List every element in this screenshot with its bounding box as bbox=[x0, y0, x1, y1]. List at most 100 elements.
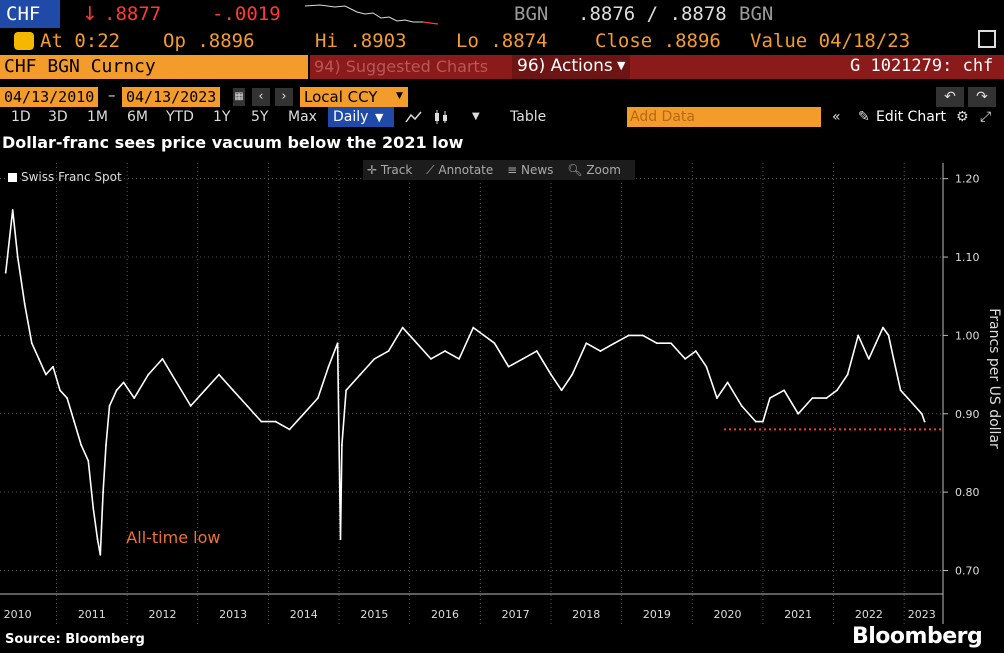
period-5y[interactable]: 5Y bbox=[251, 109, 269, 125]
data-point bbox=[887, 334, 890, 337]
stat-low: Lo .8874 bbox=[456, 30, 548, 52]
data-point bbox=[401, 326, 404, 329]
data-point bbox=[521, 358, 524, 360]
bid-source: BGN bbox=[514, 3, 549, 25]
period-6m[interactable]: 6M bbox=[127, 109, 148, 125]
data-point bbox=[599, 350, 602, 352]
news-tool[interactable]: News bbox=[521, 163, 554, 177]
data-point bbox=[339, 538, 342, 541]
page-id: G 1021279: chf bbox=[850, 56, 994, 76]
data-point bbox=[906, 397, 909, 399]
data-point bbox=[336, 342, 339, 345]
frequency-dropdown-icon: ▼ bbox=[375, 111, 384, 124]
y-tick-label: 0.90 bbox=[955, 408, 980, 421]
data-point bbox=[613, 342, 616, 345]
x-tick-label: 2023 bbox=[908, 608, 936, 621]
suggested-charts-button[interactable]: 94) Suggested Charts bbox=[314, 57, 489, 76]
stats-bar: At 0:22 Op .8896 Hi .8903 Lo .8874 Close… bbox=[0, 28, 1004, 54]
data-point bbox=[507, 365, 510, 368]
data-point bbox=[92, 506, 95, 509]
data-point bbox=[73, 420, 76, 423]
data-point bbox=[175, 381, 178, 384]
data-point bbox=[560, 389, 563, 392]
actions-dropdown-icon: ▼ bbox=[617, 59, 626, 72]
data-point bbox=[232, 389, 235, 392]
currency-select[interactable] bbox=[300, 87, 408, 107]
data-point bbox=[59, 389, 61, 392]
price-change: -.0019 bbox=[212, 3, 281, 25]
add-data-field[interactable] bbox=[627, 107, 821, 127]
y-axis-label: Francs per US dollar bbox=[986, 308, 1002, 449]
chart-type-dropdown-icon[interactable]: ▼ bbox=[472, 111, 480, 122]
table-button[interactable]: Table bbox=[510, 109, 547, 125]
y-tick-label: 1.10 bbox=[955, 251, 980, 264]
data-point bbox=[684, 358, 687, 360]
annotate-tool[interactable]: Annotate bbox=[438, 163, 494, 177]
data-point bbox=[373, 358, 376, 360]
actions-button[interactable]: 96) Actions bbox=[517, 56, 613, 76]
collapse-icon[interactable]: « bbox=[832, 109, 841, 125]
popout-icon[interactable] bbox=[978, 30, 996, 48]
data-point bbox=[705, 365, 708, 368]
x-tick-label: 2021 bbox=[784, 608, 812, 621]
data-point bbox=[571, 373, 574, 376]
expand-icon[interactable]: ⤢ bbox=[980, 109, 992, 125]
news-icon: ≡ bbox=[507, 163, 518, 177]
source-note: Source: Bloomberg bbox=[5, 632, 145, 647]
undo-icon[interactable]: ↶ bbox=[936, 87, 964, 107]
ticker[interactable]: CHF bbox=[6, 3, 41, 25]
zoom-tool[interactable]: Zoom bbox=[586, 163, 621, 177]
data-point bbox=[694, 350, 697, 352]
data-point bbox=[87, 459, 90, 462]
track-tool[interactable]: Track bbox=[380, 163, 413, 177]
x-tick-label: 2011 bbox=[78, 608, 106, 621]
down-arrow-icon: ↓ bbox=[82, 3, 98, 25]
data-point bbox=[920, 412, 923, 415]
period-3d[interactable]: 3D bbox=[48, 109, 68, 125]
period-1y[interactable]: 1Y bbox=[213, 109, 231, 125]
edit-chart-button[interactable]: Edit Chart bbox=[876, 109, 947, 125]
chart-tools: ✛ Track ⟋ Annotate ≡ News 🔍︎ Zoom bbox=[363, 160, 635, 180]
redo-icon[interactable]: ↷ bbox=[968, 87, 996, 107]
candlestick-icon[interactable] bbox=[432, 109, 450, 125]
data-point bbox=[387, 350, 390, 352]
data-point bbox=[415, 342, 418, 345]
period-1m[interactable]: 1M bbox=[87, 109, 108, 125]
data-point bbox=[45, 373, 47, 376]
data-point bbox=[656, 342, 658, 345]
frequency-select[interactable] bbox=[328, 107, 394, 127]
clock-icon[interactable] bbox=[14, 32, 34, 50]
period-1d[interactable]: 1D bbox=[11, 109, 31, 125]
end-date-field[interactable]: 04/13/2023 bbox=[122, 87, 221, 107]
y-tick-label: 0.70 bbox=[955, 564, 980, 577]
ask-source: BGN bbox=[739, 3, 774, 25]
chart-toolbar: 1D 3D 1M 6M YTD 1Y 5Y Max Daily ▼ ▼ Tabl… bbox=[0, 107, 1004, 129]
function-bar: CHF BGN Curncy 94) Suggested Charts 96) … bbox=[0, 55, 1004, 79]
data-point bbox=[846, 373, 849, 376]
next-period-icon[interactable]: › bbox=[275, 88, 293, 106]
calendar-icon[interactable]: ▦ bbox=[233, 88, 245, 106]
period-max[interactable]: Max bbox=[288, 109, 317, 125]
period-ytd[interactable]: YTD bbox=[166, 109, 194, 125]
settings-icon[interactable]: ⚙ bbox=[956, 109, 969, 125]
data-point bbox=[30, 342, 33, 345]
data-point bbox=[535, 350, 538, 352]
zoom-icon: 🔍︎ bbox=[567, 163, 583, 177]
x-tick-label: 2018 bbox=[572, 608, 600, 621]
security-box[interactable] bbox=[0, 55, 308, 79]
legend-label: Swiss Franc Spot bbox=[21, 170, 122, 184]
stat-high: Hi .8903 bbox=[315, 30, 407, 52]
line-chart-icon[interactable] bbox=[405, 110, 423, 124]
data-point bbox=[670, 342, 672, 345]
start-date-field[interactable]: 04/13/2010 bbox=[0, 87, 99, 107]
data-point bbox=[108, 405, 111, 407]
date-range-bar: 04/13/2010 – 04/13/2023 ▦ ‹ › Local CCY … bbox=[0, 86, 1004, 108]
data-point bbox=[585, 342, 588, 345]
data-point bbox=[345, 389, 348, 392]
data-point bbox=[458, 358, 461, 360]
data-point bbox=[302, 412, 305, 415]
data-point bbox=[80, 444, 83, 447]
price-chart[interactable]: 1.20 1.10 1.00 0.90 0.80 0.70 2010 2011 2012 2013… bbox=[0, 158, 1004, 653]
data-point bbox=[189, 405, 192, 407]
prev-period-icon[interactable]: ‹ bbox=[252, 88, 270, 106]
